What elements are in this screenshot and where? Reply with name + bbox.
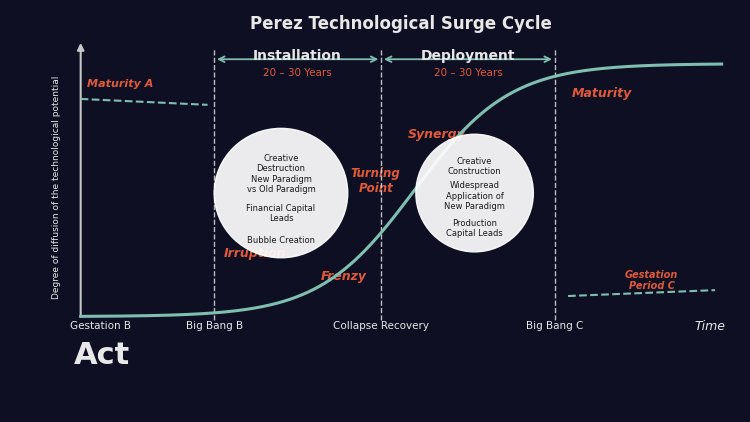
Text: Creative
Destruction: Creative Destruction	[256, 154, 305, 173]
Title: Perez Technological Surge Cycle: Perez Technological Surge Cycle	[251, 15, 552, 33]
Text: Turning
Point: Turning Point	[351, 167, 400, 195]
Text: Act: Act	[74, 341, 130, 370]
Text: Big Bang C: Big Bang C	[526, 321, 584, 331]
Text: Production
Capital Leads: Production Capital Leads	[446, 219, 503, 238]
Text: Big Bang B: Big Bang B	[186, 321, 243, 331]
Text: Widespread
Application of
New Paradigm: Widespread Application of New Paradigm	[444, 181, 505, 211]
Text: Irruption: Irruption	[224, 247, 286, 260]
Text: Time: Time	[694, 320, 725, 333]
Ellipse shape	[416, 134, 533, 252]
Text: Bubble Creation: Bubble Creation	[247, 235, 315, 245]
Ellipse shape	[214, 128, 348, 258]
Text: 20 – 30 Years: 20 – 30 Years	[433, 68, 502, 78]
Text: 20 – 30 Years: 20 – 30 Years	[263, 68, 332, 78]
Text: Installation: Installation	[254, 49, 342, 63]
Text: Creative
Construction: Creative Construction	[448, 157, 502, 176]
Text: Degree of diffusion of the technological potential: Degree of diffusion of the technological…	[52, 76, 61, 299]
Text: Synergy: Synergy	[408, 128, 466, 141]
Text: Gestation B: Gestation B	[70, 321, 131, 331]
Text: Collapse Recovery: Collapse Recovery	[333, 321, 429, 331]
Text: Maturity A: Maturity A	[87, 79, 154, 89]
Text: Financial Capital
Leads: Financial Capital Leads	[247, 204, 316, 223]
Text: Gestation
Period C: Gestation Period C	[625, 270, 678, 291]
Text: Maturity: Maturity	[572, 87, 632, 100]
Text: Frenzy: Frenzy	[321, 271, 367, 284]
Text: Deployment: Deployment	[421, 49, 515, 63]
Text: New Paradigm
vs Old Paradigm: New Paradigm vs Old Paradigm	[247, 175, 315, 194]
